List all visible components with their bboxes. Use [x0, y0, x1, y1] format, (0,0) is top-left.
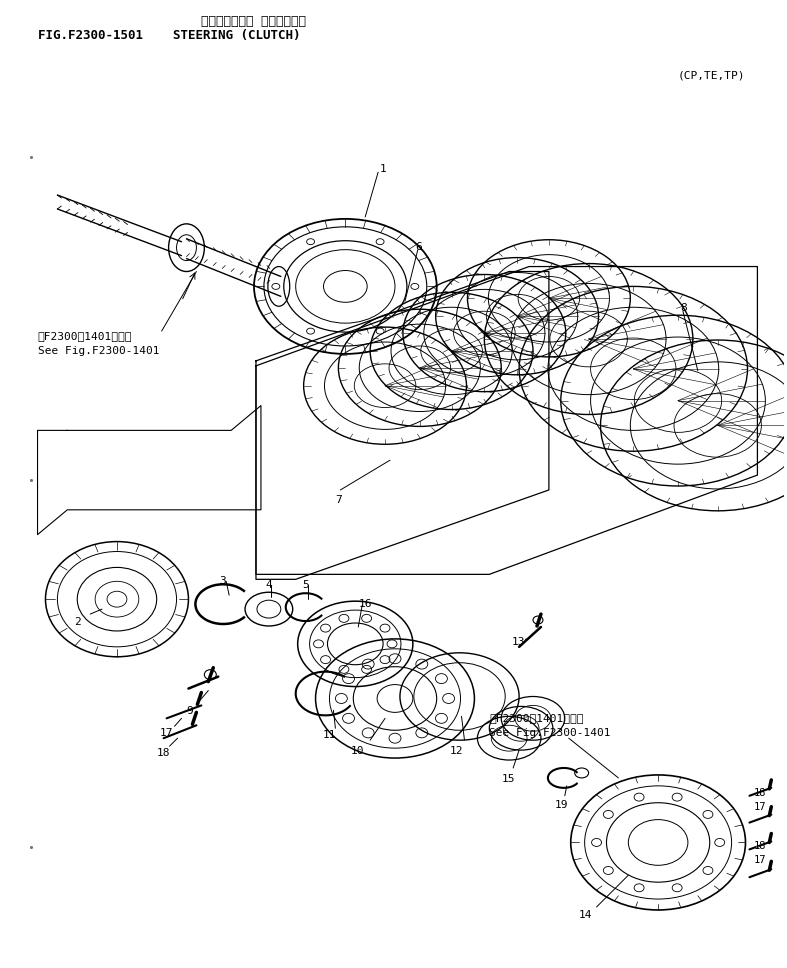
Text: 3: 3 [220, 576, 226, 587]
Text: 16: 16 [358, 599, 371, 609]
Text: 5: 5 [303, 580, 309, 590]
Text: 7: 7 [335, 495, 342, 505]
Text: 11: 11 [323, 730, 336, 741]
Text: 10: 10 [350, 746, 364, 756]
Text: 13: 13 [512, 637, 526, 647]
Text: 9: 9 [187, 707, 194, 716]
Text: See Fig.F2300-1401: See Fig.F2300-1401 [490, 728, 611, 739]
Text: 18: 18 [753, 841, 766, 852]
Text: 1: 1 [380, 165, 387, 174]
Text: 18: 18 [157, 748, 170, 758]
Text: 19: 19 [555, 800, 568, 810]
Text: 12: 12 [449, 746, 463, 756]
Text: See Fig.F2300-1401: See Fig.F2300-1401 [38, 346, 159, 356]
Text: 第F2300－1401図参照: 第F2300－1401図参照 [490, 713, 584, 723]
Text: 8: 8 [680, 303, 687, 314]
Text: 18: 18 [753, 788, 766, 798]
Text: 17: 17 [160, 728, 173, 739]
Text: FIG.F2300-1501    STEERING (CLUTCH): FIG.F2300-1501 STEERING (CLUTCH) [38, 29, 300, 43]
Text: 17: 17 [753, 856, 766, 865]
Text: ステアリング＊ （クラッチ）: ステアリング＊ （クラッチ） [201, 15, 306, 28]
Text: 第F2300－1401図参照: 第F2300－1401図参照 [38, 331, 132, 341]
Text: 17: 17 [753, 802, 766, 812]
Text: 15: 15 [501, 774, 515, 784]
Text: 4: 4 [266, 580, 272, 590]
Text: 14: 14 [578, 910, 592, 920]
Text: 2: 2 [74, 617, 81, 627]
Text: 6: 6 [415, 242, 422, 252]
Text: (CP,TE,TP): (CP,TE,TP) [678, 71, 745, 81]
